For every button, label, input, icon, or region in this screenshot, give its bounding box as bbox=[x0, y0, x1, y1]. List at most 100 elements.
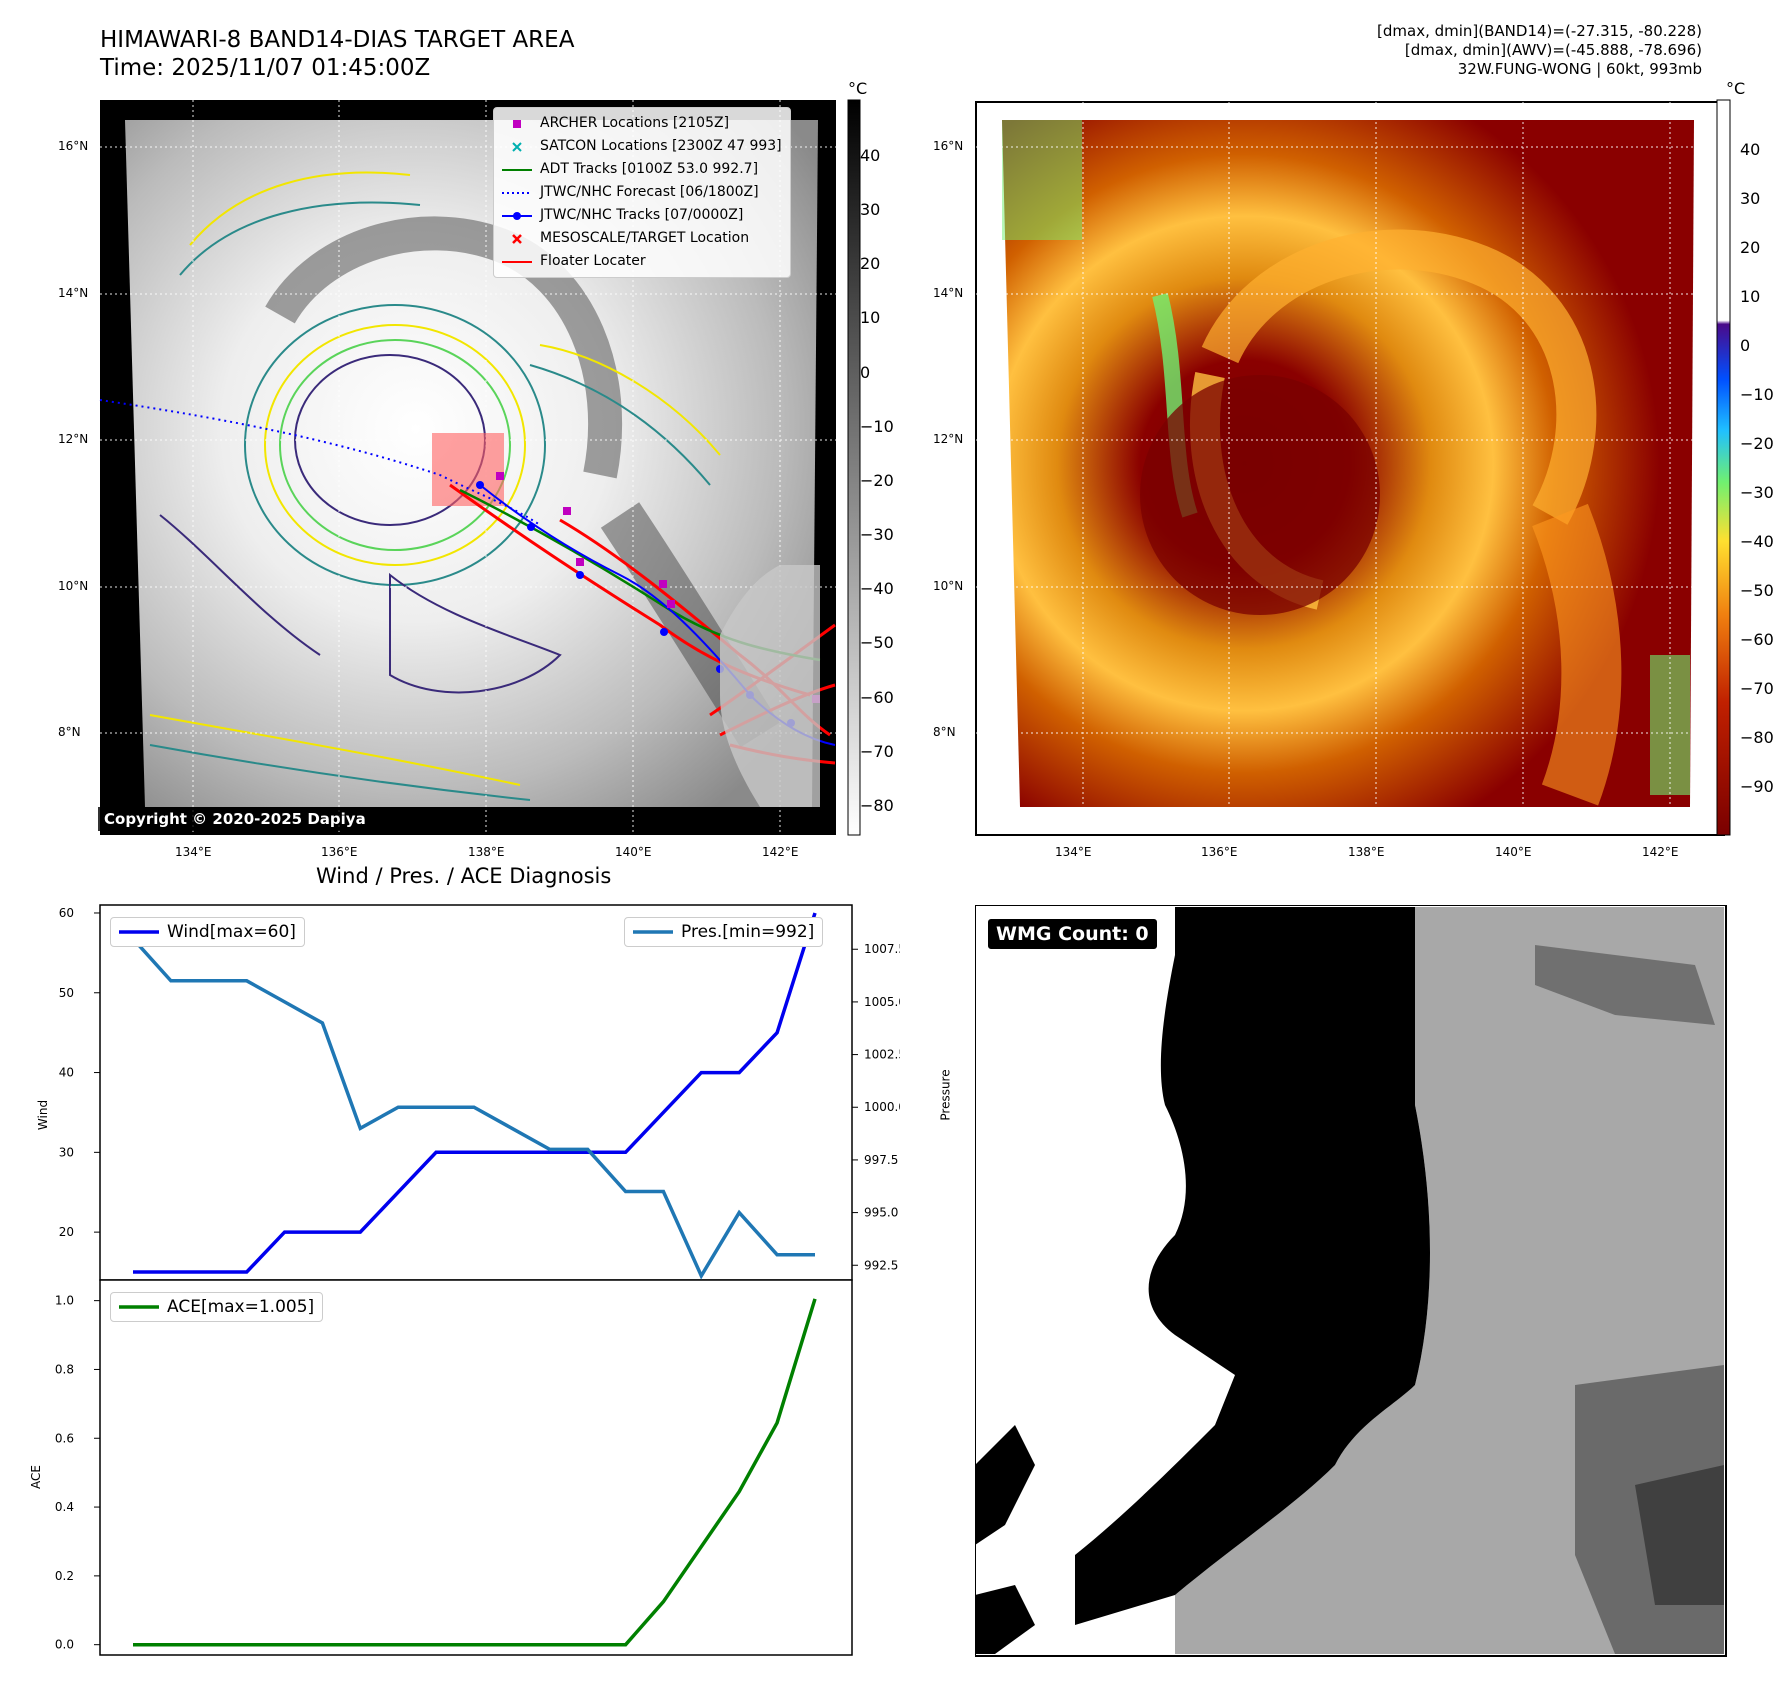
ir-colorbar-tick: −60 bbox=[860, 688, 894, 707]
ir-colorbar-tick: −70 bbox=[860, 742, 894, 761]
ir-lat-label: 16°N bbox=[58, 139, 89, 153]
y-tick-label: 0.4 bbox=[55, 1500, 74, 1514]
y-tick-label: 50 bbox=[59, 986, 74, 1000]
awv-colorbar-tick: 40 bbox=[1740, 140, 1761, 159]
jtwc-forecast-track bbox=[99, 399, 541, 526]
ir-colorbar-unit: °C bbox=[848, 79, 868, 98]
y-tick-label: 1.0 bbox=[55, 1294, 74, 1308]
y-tick-label: 60 bbox=[59, 906, 74, 920]
awv-colorbar-tick: −90 bbox=[1740, 777, 1774, 796]
awv-lat-label: 16°N bbox=[933, 139, 964, 153]
awv-colorbar-tick: 0 bbox=[1740, 336, 1751, 355]
awv-lon-label: 134°E bbox=[1055, 845, 1092, 859]
wind-axis-label: Wind bbox=[36, 1099, 51, 1131]
info-band14-range: [dmax, dmin](BAND14)=(-27.315, -80.228) bbox=[1377, 22, 1702, 40]
ir-lon-label: 140°E bbox=[615, 845, 652, 859]
ir-lon-label: 136°E bbox=[321, 845, 358, 859]
awv-colorbar-tick: 20 bbox=[1740, 238, 1761, 257]
ir-colorbar-tick: −20 bbox=[860, 471, 894, 490]
awv-colorbar-tick: −40 bbox=[1740, 532, 1774, 551]
y-tick-label: 1005.0 bbox=[864, 995, 900, 1009]
awv-colorbar-tick: −30 bbox=[1740, 483, 1774, 502]
pressure-series-line bbox=[131, 937, 815, 1280]
ir-colorbar-tick: 20 bbox=[860, 254, 881, 273]
awv-colorbar-tick: 30 bbox=[1740, 189, 1761, 208]
ir-colorbar bbox=[847, 99, 861, 836]
ir-lat-label: 8°N bbox=[58, 725, 81, 739]
wmg-count-label: WMG Count: 0 bbox=[987, 918, 1158, 950]
y-tick-label: 20 bbox=[59, 1225, 74, 1239]
awv-lat-label: 12°N bbox=[933, 432, 964, 446]
ir-colorbar-tick: 0 bbox=[860, 363, 871, 382]
awv-colorbar-tick: 10 bbox=[1740, 287, 1761, 306]
storm-info: [dmax, dmin](BAND14)=(-27.315, -80.228) … bbox=[1377, 22, 1702, 79]
ace-axes bbox=[99, 1279, 853, 1656]
figure-title: HIMAWARI-8 BAND14-DIAS TARGET AREA Time:… bbox=[100, 26, 574, 82]
y-tick-label: 1007.5 bbox=[864, 942, 900, 956]
y-tick-label: 0.6 bbox=[55, 1431, 74, 1445]
y-tick-label: 1002.5 bbox=[864, 1048, 900, 1062]
ace-legend: ACE[max=1.005] bbox=[110, 1292, 324, 1322]
legend-jtwc-forecast: JTWC/NHC Forecast [06/1800Z] bbox=[502, 184, 759, 200]
awv-lon-label: 138°E bbox=[1348, 845, 1385, 859]
ir-lon-label: 142°E bbox=[762, 845, 799, 859]
info-awv-range: [dmax, dmin](AWV)=(-45.888, -78.696) bbox=[1404, 41, 1702, 59]
ir-colorbar-tick: −30 bbox=[860, 525, 894, 544]
y-tick-label: 40 bbox=[59, 1066, 74, 1080]
awv-map-panel bbox=[975, 99, 1731, 836]
ir-lon-label: 134°E bbox=[175, 845, 212, 859]
awv-colorbar bbox=[1716, 99, 1731, 836]
legend-archer: ARCHER Locations [2105Z] bbox=[502, 112, 782, 135]
awv-lon-label: 140°E bbox=[1495, 845, 1532, 859]
legend-floater: Floater Locater bbox=[502, 253, 646, 269]
awv-colorbar-tick: −10 bbox=[1740, 385, 1774, 404]
y-tick-label: 30 bbox=[59, 1145, 74, 1159]
pressure-legend: Pres.[min=992] bbox=[624, 917, 824, 947]
wind-legend: Wind[max=60] bbox=[110, 917, 305, 947]
awv-colorbar-tick: −60 bbox=[1740, 630, 1774, 649]
awv-colorbar-tick: −50 bbox=[1740, 581, 1774, 600]
ace-axis-label: ACE bbox=[28, 1465, 43, 1489]
awv-lat-label: 14°N bbox=[933, 286, 964, 300]
awv-colorbar-tick: −70 bbox=[1740, 679, 1774, 698]
ir-colorbar-tick: −10 bbox=[860, 417, 894, 436]
awv-lat-label: 10°N bbox=[933, 579, 964, 593]
awv-lon-label: 136°E bbox=[1201, 845, 1238, 859]
ir-colorbar-tick: −40 bbox=[860, 579, 894, 598]
ace-series-line bbox=[133, 1298, 817, 1647]
legend-satcon: SATCON Locations [2300Z 47 993] bbox=[502, 135, 782, 158]
title-line-1: HIMAWARI-8 BAND14-DIAS TARGET AREA bbox=[100, 27, 575, 53]
diagnosis-chart: 20 30 40 50 60 992.5 995.0 997.5 1000.0 1002.5 10… bbox=[55, 904, 900, 1656]
ir-lat-label: 10°N bbox=[58, 579, 89, 593]
diagnosis-title: Wind / Pres. / ACE Diagnosis bbox=[316, 864, 612, 888]
wmg-panel bbox=[975, 905, 1727, 1657]
awv-lat-label: 8°N bbox=[933, 725, 956, 739]
ir-colorbar-tick: −50 bbox=[860, 633, 894, 652]
ir-lat-label: 12°N bbox=[58, 432, 89, 446]
legend-jtwc-tracks: JTWC/NHC Tracks [07/0000Z] bbox=[502, 204, 782, 227]
y-tick-label: 1000.0 bbox=[864, 1100, 900, 1114]
awv-colorbar-unit: °C bbox=[1726, 79, 1746, 98]
ir-colorbar-tick: 40 bbox=[860, 146, 881, 165]
legend-adt: ADT Tracks [0100Z 53.0 992.7] bbox=[502, 161, 759, 177]
y-tick-label: 0.0 bbox=[55, 1638, 74, 1652]
awv-colorbar-tick: −80 bbox=[1740, 728, 1774, 747]
info-storm-name: 32W.FUNG-WONG | 60kt, 993mb bbox=[1457, 60, 1702, 78]
wind-pres-axes bbox=[99, 904, 853, 1281]
awv-lon-label: 142°E bbox=[1642, 845, 1679, 859]
y-tick-label: 995.0 bbox=[864, 1206, 898, 1220]
ir-lat-label: 14°N bbox=[58, 286, 89, 300]
ir-legend: ARCHER Locations [2105Z] SATCON Location… bbox=[493, 107, 791, 278]
wind-series-line bbox=[133, 912, 817, 1274]
legend-mesoscale: MESOSCALE/TARGET Location bbox=[502, 227, 782, 250]
wmg-black-region bbox=[1075, 907, 1430, 1625]
y-tick-label: 992.5 bbox=[864, 1258, 898, 1272]
ir-colorbar-tick: 10 bbox=[860, 308, 881, 327]
land-mass bbox=[720, 565, 820, 807]
ir-lon-label: 138°E bbox=[468, 845, 505, 859]
pressure-axis-label: Pressure bbox=[938, 1069, 953, 1121]
title-line-2: Time: 2025/11/07 01:45:00Z bbox=[100, 55, 431, 81]
y-tick-label: 0.8 bbox=[55, 1362, 74, 1376]
ir-colorbar-tick: −80 bbox=[860, 796, 894, 815]
ir-colorbar-tick: 30 bbox=[860, 200, 881, 219]
